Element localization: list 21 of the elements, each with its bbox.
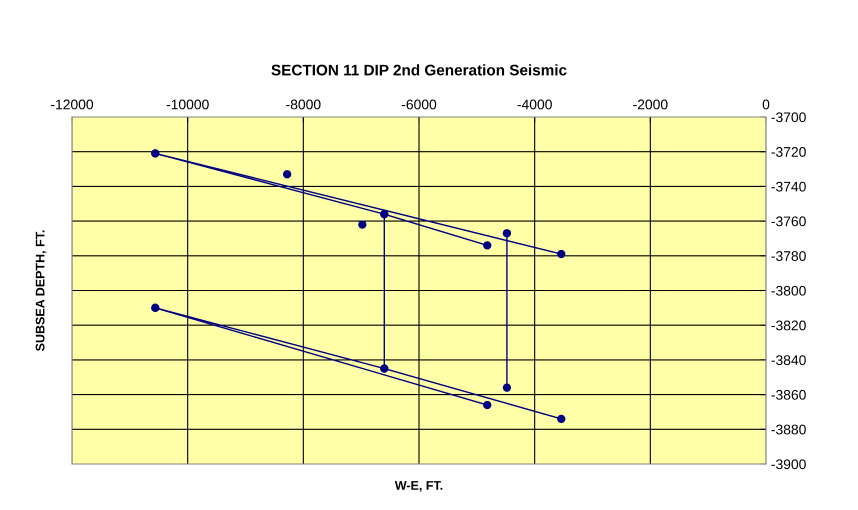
y-tick-label: -3840 xyxy=(771,355,806,366)
y-tick-label: -3800 xyxy=(771,286,806,296)
y-tick-label: -3820 xyxy=(771,320,806,330)
y-tick-label: -3880 xyxy=(771,424,806,434)
y-tick-label: -3760 xyxy=(771,216,806,226)
chart-title: SECTION 11 DIP 2nd Generation Seismic xyxy=(271,64,567,76)
x-tick-label: -8000 xyxy=(286,100,321,110)
x-tick-label: -12000 xyxy=(50,100,94,110)
x-tick-label: -2000 xyxy=(633,100,668,110)
x-tick-label: -6000 xyxy=(402,100,436,110)
x-axis-title: W-E, FT. xyxy=(394,481,442,492)
y-tick-label: -3700 xyxy=(771,112,806,122)
x-tick-label: 0 xyxy=(762,100,770,110)
x-tick-label: -10000 xyxy=(166,100,209,110)
y-axis-title: SUBSEA DEPTH, FT. xyxy=(36,230,46,352)
y-tick-label: -3720 xyxy=(771,147,806,157)
y-tick-label: -3740 xyxy=(771,182,806,192)
y-tick-label: -3780 xyxy=(771,251,806,261)
x-tick-label: -4000 xyxy=(518,100,552,110)
y-tick-label: -3860 xyxy=(771,390,806,400)
y-tick-label: -3900 xyxy=(771,459,806,470)
